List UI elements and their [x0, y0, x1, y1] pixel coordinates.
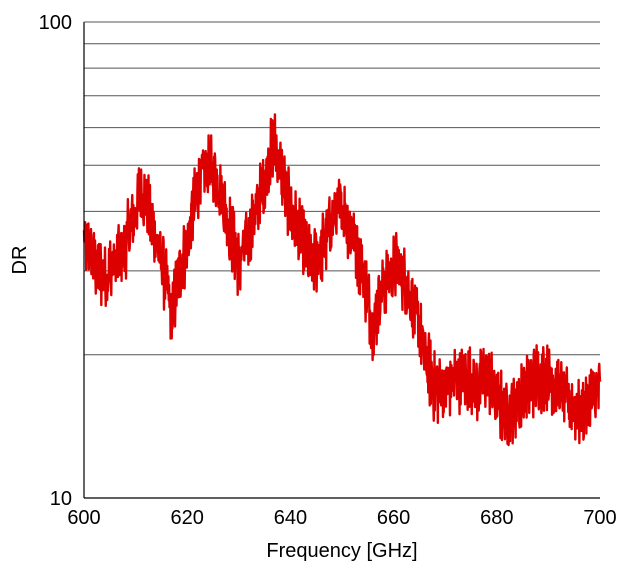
y-axis-label: DR — [9, 246, 31, 275]
x-tick-label: 660 — [377, 507, 410, 529]
x-tick-label: 620 — [171, 507, 204, 529]
axes — [83, 21, 600, 499]
series-line-dr — [82, 113, 602, 447]
x-tick-label: 600 — [67, 507, 100, 529]
x-axis-label: Frequency [GHz] — [266, 540, 417, 562]
x-tick-label: 700 — [583, 507, 616, 529]
y-tick-label: 100 — [39, 12, 72, 34]
y-tick-label: 10 — [50, 488, 72, 510]
tick-labels: 600 620 640 660 680 700 10 100 — [39, 12, 617, 529]
x-tick-label: 640 — [274, 507, 307, 529]
x-tick-label: 680 — [480, 507, 513, 529]
series-group — [82, 113, 602, 447]
